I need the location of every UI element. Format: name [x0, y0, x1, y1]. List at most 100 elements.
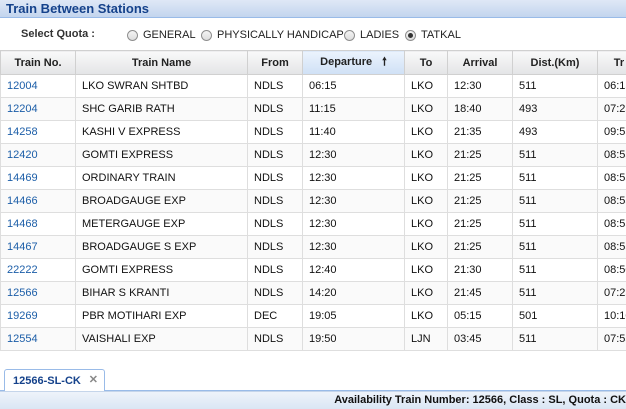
train-number-link[interactable]: 14469 — [7, 172, 38, 184]
arrival-cell: 21:25 — [448, 190, 513, 213]
column-header-to[interactable]: To — [405, 51, 448, 75]
train-name-cell: METERGAUGE EXP — [76, 213, 248, 236]
column-header-arrival[interactable]: Arrival — [448, 51, 513, 75]
from-cell: NDLS — [248, 236, 303, 259]
train-name-cell: BROADGAUGE EXP — [76, 190, 248, 213]
train-number-link[interactable]: 12554 — [7, 333, 38, 345]
train-number-cell: 14258 — [1, 121, 76, 144]
radio-button-icon[interactable] — [344, 30, 355, 41]
truncated-cell: 08:55 — [598, 190, 626, 213]
truncated-cell: 08:55 — [598, 167, 626, 190]
train-number-link[interactable]: 19269 — [7, 310, 38, 322]
truncated-cell: 07:25 — [598, 282, 626, 305]
train-number-link[interactable]: 14258 — [7, 126, 38, 138]
distance-cell: 511 — [513, 167, 598, 190]
to-cell: LKO — [405, 259, 448, 282]
tab-availability[interactable]: 12566-SL-CK ✕ — [4, 369, 105, 391]
to-cell: LKO — [405, 98, 448, 121]
quota-option-label: PHYSICALLY HANDICAP — [217, 29, 344, 41]
column-header-train-no[interactable]: Train No. — [1, 51, 76, 75]
train-number-cell: 14469 — [1, 167, 76, 190]
train-number-link[interactable]: 14466 — [7, 195, 38, 207]
arrival-cell: 03:45 — [448, 328, 513, 351]
truncated-cell: 07:55 — [598, 328, 626, 351]
truncated-cell: 08:55 — [598, 144, 626, 167]
departure-cell: 12:30 — [303, 213, 405, 236]
column-header-truncated[interactable]: Tr — [598, 51, 626, 75]
status-text: Availability Train Number: 12566, Class … — [334, 394, 626, 406]
column-header-departure[interactable]: Departure🠕 — [303, 51, 405, 75]
truncated-cell: 08:55 — [598, 213, 626, 236]
train-number-link[interactable]: 12566 — [7, 287, 38, 299]
distance-cell: 511 — [513, 282, 598, 305]
train-name-cell: GOMTI EXPRESS — [76, 144, 248, 167]
column-header-train-name[interactable]: Train Name — [76, 51, 248, 75]
arrival-cell: 21:30 — [448, 259, 513, 282]
quota-option-label: TATKAL — [421, 29, 461, 41]
distance-cell: 511 — [513, 259, 598, 282]
train-number-link[interactable]: 12420 — [7, 149, 38, 161]
to-cell: LKO — [405, 236, 448, 259]
arrival-cell: 21:25 — [448, 167, 513, 190]
train-name-cell: BROADGAUGE S EXP — [76, 236, 248, 259]
quota-option-ladies[interactable]: LADIES — [344, 29, 399, 41]
train-number-link[interactable]: 14467 — [7, 241, 38, 253]
quota-option-label: GENERAL — [143, 29, 196, 41]
departure-cell: 19:05 — [303, 305, 405, 328]
quota-option-tatkal[interactable]: TATKAL — [405, 29, 461, 41]
departure-cell: 12:30 — [303, 236, 405, 259]
truncated-cell: 09:55 — [598, 121, 626, 144]
departure-cell: 14:20 — [303, 282, 405, 305]
train-number-link[interactable]: 12204 — [7, 103, 38, 115]
from-cell: NDLS — [248, 213, 303, 236]
train-name-cell: BIHAR S KRANTI — [76, 282, 248, 305]
radio-button-checked-icon[interactable] — [405, 30, 416, 41]
train-number-link[interactable]: 12004 — [7, 80, 38, 92]
from-cell: NDLS — [248, 167, 303, 190]
train-number-link[interactable]: 22222 — [7, 264, 38, 276]
quota-option-physically-handicap[interactable]: PHYSICALLY HANDICAP — [201, 29, 344, 41]
departure-cell: 12:30 — [303, 167, 405, 190]
radio-button-icon[interactable] — [201, 30, 212, 41]
column-header-distance[interactable]: Dist.(Km) — [513, 51, 598, 75]
train-name-cell: GOMTI EXPRESS — [76, 259, 248, 282]
radio-button-icon[interactable] — [127, 30, 138, 41]
train-number-cell: 12420 — [1, 144, 76, 167]
column-header-from[interactable]: From — [248, 51, 303, 75]
window-title-bar: Train Between Stations — [0, 0, 626, 18]
to-cell: LKO — [405, 121, 448, 144]
from-cell: NDLS — [248, 282, 303, 305]
train-number-cell: 14466 — [1, 190, 76, 213]
truncated-cell: 08:55 — [598, 236, 626, 259]
departure-cell: 06:15 — [303, 75, 405, 98]
train-number-cell: 14468 — [1, 213, 76, 236]
train-number-link[interactable]: 14468 — [7, 218, 38, 230]
arrival-cell: 12:30 — [448, 75, 513, 98]
from-cell: NDLS — [248, 259, 303, 282]
window-title: Train Between Stations — [6, 0, 149, 17]
close-icon[interactable]: ✕ — [89, 373, 98, 386]
from-cell: NDLS — [248, 190, 303, 213]
quota-option-general[interactable]: GENERAL — [127, 29, 196, 41]
departure-cell: 11:40 — [303, 121, 405, 144]
distance-cell: 511 — [513, 213, 598, 236]
from-cell: DEC — [248, 305, 303, 328]
status-bar: Availability Train Number: 12566, Class … — [0, 391, 626, 409]
arrival-cell: 21:25 — [448, 144, 513, 167]
to-cell: LKO — [405, 144, 448, 167]
arrival-cell: 21:25 — [448, 213, 513, 236]
train-number-cell: 12554 — [1, 328, 76, 351]
arrival-cell: 05:15 — [448, 305, 513, 328]
